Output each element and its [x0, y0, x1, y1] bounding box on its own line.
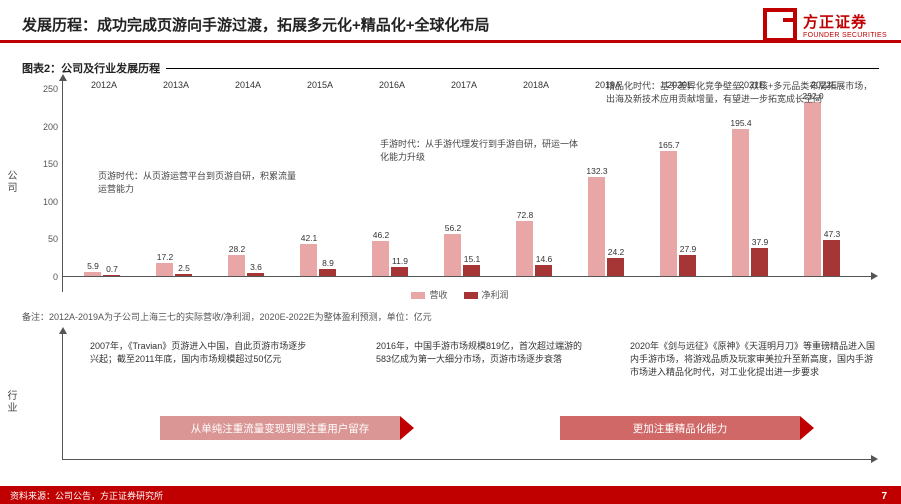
page-title: 发展历程：成功完成页游向手游过渡，拓展多元化+精品化+全球化布局: [22, 14, 490, 35]
timeline-note: 2020年《剑与远征》《原神》《天涯明月刀》等重磅精品进入国内手游市场，将游戏品…: [630, 340, 876, 379]
bar-chart: 营收净利润 0501001502002505.90.72012A17.22.52…: [40, 78, 880, 303]
legend-item: 净利润: [464, 290, 509, 300]
y-axis-arrow-icon: [59, 74, 67, 81]
subtitle-line: [166, 68, 879, 69]
x-tick-label: 2019A: [578, 80, 638, 291]
logo-icon: [763, 8, 797, 42]
subtitle-bar: 图表2：公司及行业发展历程: [22, 60, 879, 76]
phase-arrow: 从单纯注重流量变现到更注重用户留存: [160, 416, 414, 440]
x-tick-label: 2021E: [722, 80, 782, 291]
logo-text: 方正证券 FOUNDER SECURITIES: [803, 11, 887, 39]
logo-cn: 方正证券: [803, 11, 887, 32]
page-number: 7: [881, 491, 887, 502]
chart-annotation: 手游时代：从手游代理发行到手游自研，研运一体化能力升级: [380, 138, 580, 163]
footer-bar: 资料来源：公司公告，方正证券研究所 7: [0, 486, 901, 504]
chart-footnote: 备注：2012A-2019A为子公司上海三七的实际营收/净利润，2020E-20…: [22, 310, 432, 323]
y-tick: 150: [34, 159, 58, 169]
slide: { "title": "发展历程：成功完成页游向手游过渡，拓展多元化+精品化+全…: [0, 0, 901, 504]
arrow-head-icon: [400, 416, 414, 440]
legend-swatch-icon: [411, 292, 425, 299]
legend-item: 营收: [411, 290, 447, 300]
footer-source: 资料来源：公司公告，方正证券研究所: [10, 489, 163, 502]
side-label-industry: 行业: [6, 390, 18, 414]
timeline-y-arrow-icon: [59, 327, 67, 334]
x-tick-label: 2018A: [506, 80, 566, 291]
x-tick-label: 2022E: [794, 80, 854, 291]
timeline-y-axis: [62, 332, 63, 460]
timeline-note: 2007年，《Travian》页游进入中国，自此页游市场逐步兴起；截至2011年…: [90, 340, 310, 366]
side-label-company: 公司: [6, 170, 18, 194]
timeline-x-arrow-icon: [871, 455, 878, 463]
chart-annotation: 精品化时代：基于差异化竞争壁垒，双核+多元品类布局拓展市场，出海及新技术应用贡献…: [606, 80, 874, 105]
timeline-section: 2007年，《Travian》页游进入中国，自此页游市场逐步兴起；截至2011年…: [40, 332, 880, 472]
chart-subtitle: 图表2：公司及行业发展历程: [22, 60, 160, 76]
phase-arrow-label: 从单纯注重流量变现到更注重用户留存: [160, 416, 400, 440]
y-tick: 100: [34, 197, 58, 207]
phase-arrow-label: 更加注重精品化能力: [560, 416, 800, 440]
x-tick-label: 2015A: [290, 80, 350, 291]
x-axis-arrow-icon: [871, 272, 878, 280]
x-tick-label: 2016A: [362, 80, 422, 291]
x-tick-label: 2017A: [434, 80, 494, 291]
y-tick: 0: [34, 272, 58, 282]
phase-arrow: 更加注重精品化能力: [560, 416, 814, 440]
chart-annotation: 页游时代：从页游运营平台到页游自研，积累流量运营能力: [98, 170, 298, 195]
logo-en: FOUNDER SECURITIES: [803, 32, 887, 39]
arrow-head-icon: [800, 416, 814, 440]
x-tick-label: 2020E: [650, 80, 710, 291]
brand-logo: 方正证券 FOUNDER SECURITIES: [763, 8, 887, 42]
y-tick: 200: [34, 122, 58, 132]
timeline-x-axis: [62, 459, 872, 460]
timeline-note: 2016年，中国手游市场规模819亿，首次超过端游的583亿成为第一大细分市场，…: [376, 340, 596, 366]
y-tick: 50: [34, 234, 58, 244]
legend-swatch-icon: [464, 292, 478, 299]
y-tick: 250: [34, 84, 58, 94]
y-axis: [62, 80, 63, 292]
